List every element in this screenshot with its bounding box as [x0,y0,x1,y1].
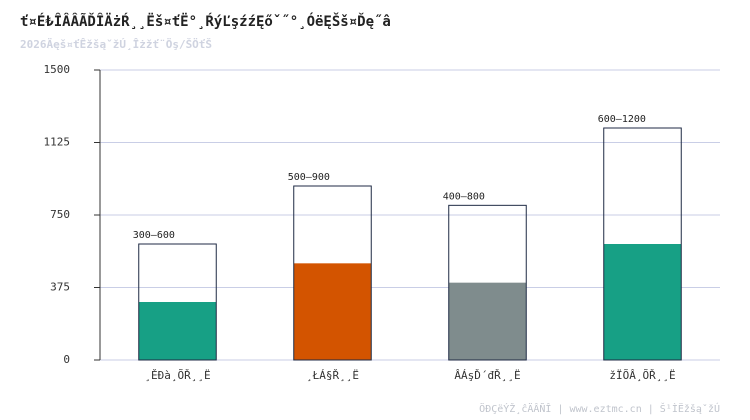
footer: ÖĐÇëÝŽ¸ĉÄÂÑÎ | www.eztmc.cn | Š¹ÌËžšąˇžÚ [479,402,720,415]
x-tick-label: ¸ĚÐà¸ÕŘ¸¸Ë [144,369,210,382]
range-label: 300–600 [133,230,175,241]
x-tick-label: ÂÁşĎ´đŘ¸¸Ë [454,369,520,382]
y-tick-label: 375 [50,281,70,294]
y-tick-label: 0 [63,353,70,366]
x-tick-label: žÏÕÂ¸ÕŘ¸¸Ë [609,369,675,382]
range-label: 400–800 [443,191,485,202]
range-bar-low [603,244,682,360]
range-bar-low [138,302,217,360]
range-label: 600–1200 [598,114,646,125]
range-bar-high [603,127,682,361]
range-bar-high [448,204,527,361]
range-bar-low [293,263,372,360]
chart-title: ť¤É₺ÎÂÂÃĎÎÄżŔ¸¸Ëš¤ťË°¸ŔýĽşźźĘőˇ˝°¸ÓëĘŠš¤… [20,12,391,30]
y-tick-label: 750 [50,208,70,221]
chart-subtitle: 2026Äęš¤ťÊžšąˇžÚ¸Îżžť¨Öş/ŠÖťŠ [20,37,212,51]
range-bar-low [448,282,527,360]
y-tick-label: 1125 [44,136,71,149]
x-tick-label: ¸ŁÁ§Ř¸¸Ë [306,369,359,382]
range-bar-high [138,243,217,361]
y-tick-label: 1500 [44,63,71,76]
range-label: 500–900 [288,172,330,183]
range-bar-high [293,185,372,361]
